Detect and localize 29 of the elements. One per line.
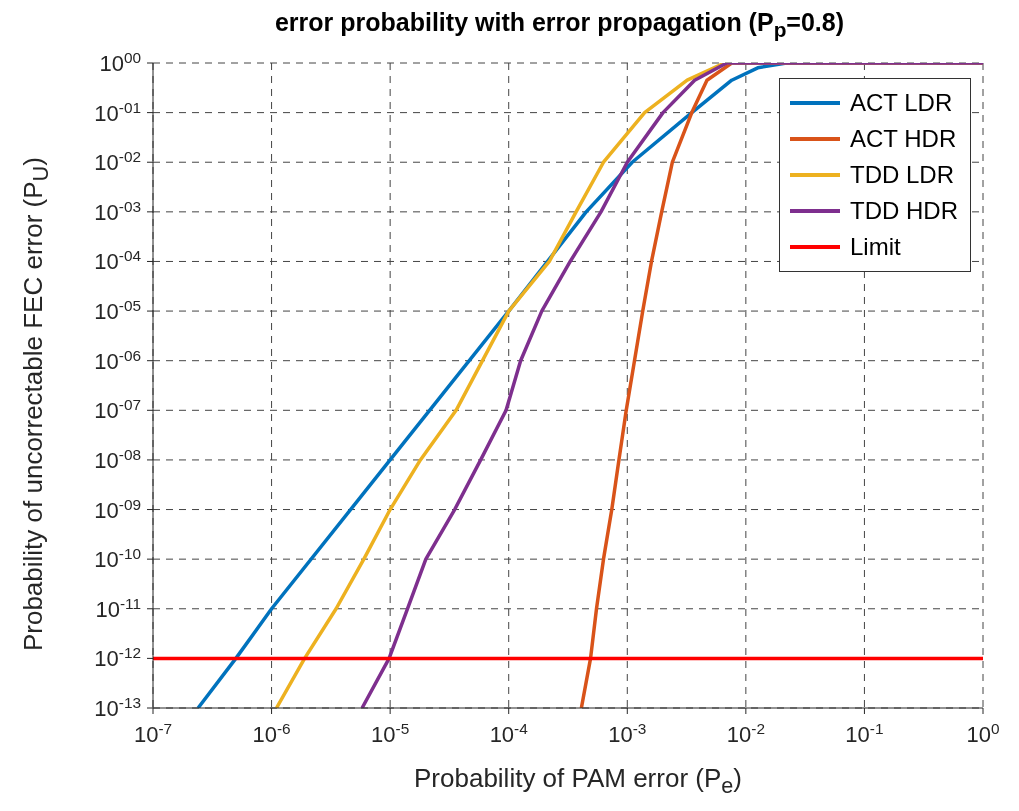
x-axis-title: Probability of PAM error (P$_{e}$) xyxy=(413,763,743,800)
x-tick-label: 10$^{-7}$ xyxy=(133,719,173,747)
y-tick-label: 10$^{-08}$ xyxy=(94,445,141,473)
y-tick-label: 10$^{-11}$ xyxy=(95,594,141,622)
y-tick-label: 10$^{-01}$ xyxy=(94,98,141,126)
x-tick-label: 10$^{-6}$ xyxy=(252,719,291,747)
legend-label: TDD HDR xyxy=(850,197,958,225)
y-tick-label: 10$^{-13}$ xyxy=(94,693,141,721)
legend-label: Limit xyxy=(850,233,901,261)
y-tick-label: 10$^{-07}$ xyxy=(94,395,141,424)
x-tick-label: 10$^{-2}$ xyxy=(726,719,765,747)
x-tick-label: 10$^{-4}$ xyxy=(489,719,529,747)
y-tick-label: 10$^{-04}$ xyxy=(94,246,142,275)
x-tick-label: 10$^{0}$ xyxy=(966,719,1000,747)
y-tick-label: 10$^{-03}$ xyxy=(94,197,141,225)
y-tick-label: 10$^{-06}$ xyxy=(94,346,141,374)
x-tick-label: 10$^{-1}$ xyxy=(845,719,884,747)
y-tick-label: 10$^{-05}$ xyxy=(94,296,141,325)
y-tick-label: 10$^{-12}$ xyxy=(94,643,141,672)
legend-label: ACT LDR xyxy=(850,89,953,117)
x-tick-label: 10$^{-5}$ xyxy=(371,719,410,747)
y-tick-label: 10$^{00}$ xyxy=(99,48,141,76)
x-tick-label: 10$^{-3}$ xyxy=(608,719,647,747)
legend-label: ACT HDR xyxy=(850,125,957,153)
legend-label: TDD LDR xyxy=(850,161,955,189)
chart-title: error probability with error propagation (P$_{p}$=0.8) xyxy=(273,8,846,42)
y-tick-label: 10$^{-09}$ xyxy=(94,495,141,523)
y-tick-label: 10$^{-02}$ xyxy=(94,147,141,176)
y-tick-label: 10$^{-10}$ xyxy=(94,544,141,573)
